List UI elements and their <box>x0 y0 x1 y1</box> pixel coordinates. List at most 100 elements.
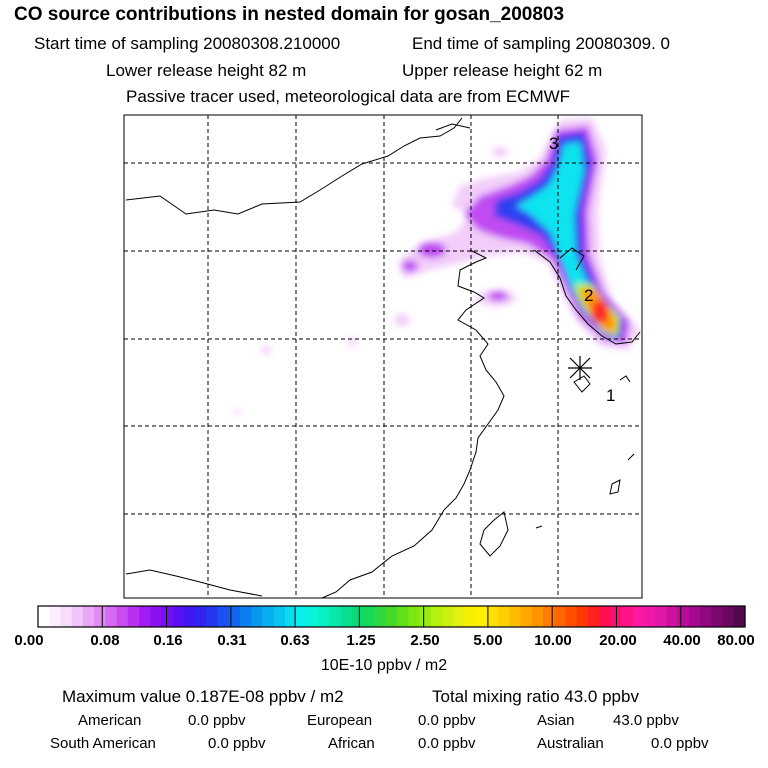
colorbar-tick: 0.08 <box>90 632 120 649</box>
upper-release-height: Upper release height 62 m <box>402 61 603 80</box>
colorbar-swatch <box>576 606 589 627</box>
colorbar-swatch <box>195 606 207 627</box>
colorbar-swatch <box>621 606 634 627</box>
colorbar-swatch <box>442 606 454 627</box>
colorbar-swatch <box>251 606 264 627</box>
plume-layer <box>235 118 640 415</box>
australian-label: Australian <box>537 735 604 752</box>
colorbar-swatch <box>206 606 219 627</box>
colorbar-swatch <box>531 606 544 627</box>
tracer-note: Passive tracer used, meteorological data… <box>126 87 571 106</box>
map-frame <box>123 114 643 599</box>
colorbar-swatch <box>733 606 746 627</box>
colorbar-swatch <box>498 606 510 627</box>
colorbar-swatch <box>172 606 185 627</box>
colorbar-swatch <box>82 606 95 627</box>
colorbar-swatch <box>49 606 62 627</box>
asian-value: 43.0 ppbv <box>613 712 679 729</box>
colorbar-tick: 0.63 <box>280 632 310 649</box>
colorbar-swatch <box>273 606 286 627</box>
colorbar-frame <box>37 605 746 628</box>
european-value: 0.0 ppbv <box>418 712 476 729</box>
marker-3: 3 <box>549 134 559 153</box>
marker-1: 1 <box>606 386 616 405</box>
asian-label: Asian <box>537 712 575 729</box>
african-label: African <box>328 735 375 752</box>
colorbar-swatch <box>385 606 398 627</box>
colorbar-swatch <box>352 606 365 627</box>
colorbar-tick: 0.16 <box>153 632 183 649</box>
colorbar-swatch <box>711 606 724 627</box>
lower-release-height: Lower release height 82 m <box>106 61 307 80</box>
colorbar-swatch <box>520 606 533 627</box>
total-mixing-ratio: Total mixing ratio 43.0 ppbv <box>432 687 639 706</box>
colorbar-swatch <box>464 606 477 627</box>
colorbar-swatch <box>105 606 118 627</box>
colorbar-swatch <box>543 606 555 627</box>
colorbar-swatch <box>374 606 387 627</box>
south-american-value: 0.0 ppbv <box>208 735 266 752</box>
colorbar-tick: 80.00 <box>717 632 755 649</box>
colorbar-swatch <box>430 606 443 627</box>
colorbar-swatch <box>397 606 409 627</box>
plume-cyan <box>516 142 618 338</box>
colorbar-swatch <box>722 606 735 627</box>
colorbar-swatch <box>565 606 578 627</box>
colorbar-tick: 1.25 <box>346 632 376 649</box>
colorbar-tick: 20.00 <box>599 632 637 649</box>
colorbar-tick: 40.00 <box>663 632 701 649</box>
colorbar-swatch <box>666 606 679 627</box>
plume-core <box>591 300 609 324</box>
colorbar-swatch <box>655 606 668 627</box>
colorbar-swatch <box>587 606 600 627</box>
european-label: European <box>307 712 373 729</box>
colorbar-swatch <box>38 606 50 627</box>
colorbar-swatch <box>700 606 712 627</box>
american-label: American <box>78 712 142 729</box>
colorbar-swatch <box>475 606 488 627</box>
colorbar-swatch <box>161 606 174 627</box>
colorbar-swatch <box>453 606 466 627</box>
colorbar-swatch <box>284 606 297 627</box>
sampling-end: End time of sampling 20080309. 0 <box>412 34 671 53</box>
colorbar-swatch <box>94 606 106 627</box>
receptor-marker <box>568 356 592 380</box>
max-value: Maximum value 0.187E-08 ppbv / m2 <box>62 687 344 706</box>
colorbar-swatch <box>554 606 567 627</box>
colorbar-swatch <box>599 606 611 627</box>
colorbar-tick: 2.50 <box>410 632 440 649</box>
colorbar-swatch <box>262 606 275 627</box>
colorbar-swatch <box>240 606 252 627</box>
colorbar-swatch <box>408 606 421 627</box>
colorbar-swatch <box>509 606 522 627</box>
colorbar-swatch <box>632 606 645 627</box>
colorbar-swatch <box>419 606 432 627</box>
colorbar-tick: 0.00 <box>14 632 44 649</box>
colorbar-swatch <box>688 606 701 627</box>
colorbar-swatch <box>307 606 320 627</box>
colorbar-swatch <box>644 606 656 627</box>
colorbar-swatch <box>139 606 151 627</box>
colorbar-swatch <box>677 606 690 627</box>
colorbar-swatch <box>228 606 241 627</box>
graticule <box>124 115 642 598</box>
marker-2: 2 <box>584 286 594 305</box>
colorbar-swatch <box>363 606 376 627</box>
american-value: 0.0 ppbv <box>188 712 246 729</box>
colorbar-unit: 10E-10 ppbv / m2 <box>320 657 448 674</box>
colorbar-swatch <box>318 606 331 627</box>
colorbar-tick: 5.00 <box>473 632 503 649</box>
colorbar-swatch <box>329 606 342 627</box>
african-value: 0.0 ppbv <box>418 735 476 752</box>
coastlines <box>125 117 641 598</box>
colorbar-swatch <box>116 606 129 627</box>
colorbar-swatch <box>486 606 499 627</box>
plot-title: CO source contributions in nested domain… <box>14 4 565 25</box>
sampling-start: Start time of sampling 20080308.210000 <box>34 34 341 53</box>
colorbar-swatch <box>60 606 73 627</box>
colorbar-swatch <box>341 606 353 627</box>
colorbar-tick: 10.00 <box>534 632 572 649</box>
colorbar <box>38 606 746 627</box>
colorbar-swatch <box>71 606 84 627</box>
